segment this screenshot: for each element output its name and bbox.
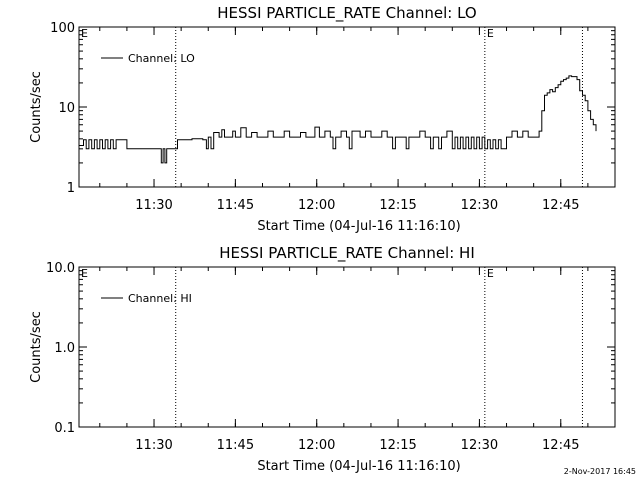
chart-title: HESSI PARTICLE_RATE Channel: LO: [217, 4, 476, 23]
x-tick-label: 12:15: [379, 438, 416, 453]
event-marker-label: E: [487, 27, 494, 40]
y-axis-label: Counts/sec: [29, 311, 44, 383]
x-tick-label: 12:00: [298, 438, 335, 453]
x-tick-label: 12:15: [379, 198, 416, 213]
y-axis-label: Counts/sec: [29, 71, 44, 143]
y-tick-label: 10: [58, 101, 75, 116]
panel-hi: HESSI PARTICLE_RATE Channel: HI 0.1 1.0 10.…: [29, 244, 616, 474]
plot-frame: [78, 266, 616, 428]
event-marker-label: E: [487, 267, 494, 280]
y-tick-label: 10.0: [46, 261, 75, 276]
x-tick-label: 11:30: [135, 438, 172, 453]
x-axis-label: Start Time (04-Jul-16 11:16:10): [257, 219, 460, 234]
plot-frame: [78, 26, 616, 188]
x-tick-label: 12:00: [298, 198, 335, 213]
x-tick-label: 12:30: [461, 438, 498, 453]
event-marker-label: E: [81, 27, 88, 40]
timestamp-label: 2-Nov-2017 16:45: [564, 467, 636, 476]
legend-label: Channel: HI: [128, 292, 192, 305]
x-tick-label: 11:30: [135, 198, 172, 213]
x-tick-label: 12:45: [542, 198, 579, 213]
y-tick-label: 100: [50, 21, 75, 36]
x-tick-label: 11:45: [217, 438, 254, 453]
x-tick-label: 11:45: [217, 198, 254, 213]
legend-label: Channel: LO: [128, 52, 195, 65]
chart-title: HESSI PARTICLE_RATE Channel: HI: [219, 244, 475, 263]
x-tick-label: 12:45: [542, 438, 579, 453]
y-tick-label: 0.1: [54, 421, 75, 436]
y-tick-label: 1.0: [54, 341, 75, 356]
y-tick-label: 1: [67, 181, 75, 196]
x-axis-label: Start Time (04-Jul-16 11:16:10): [257, 459, 460, 474]
panel-lo: HESSI PARTICLE_RATE Channel: LO 1 10 100 Cou…: [29, 4, 616, 234]
x-tick-label: 12:30: [461, 198, 498, 213]
series-line: [79, 75, 597, 164]
event-marker-label: E: [81, 267, 88, 280]
